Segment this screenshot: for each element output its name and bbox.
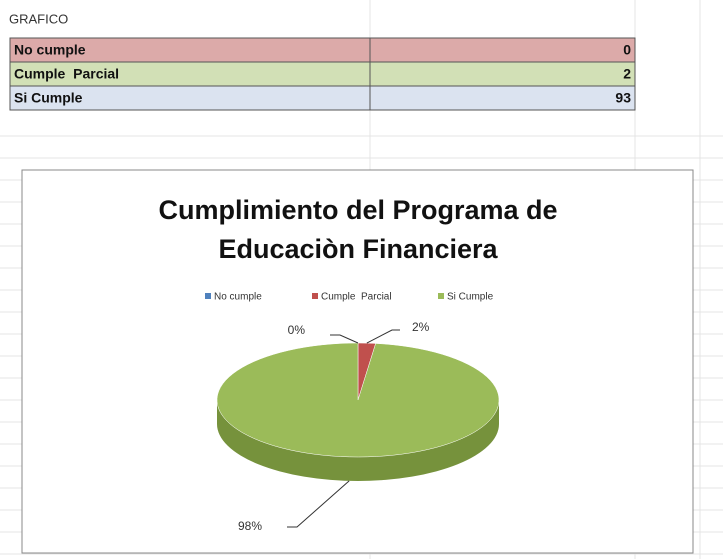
row-label: No cumple — [14, 42, 86, 58]
legend-swatch — [312, 293, 318, 299]
row-label-cell — [9, 61, 371, 87]
pie-side — [217, 400, 499, 481]
data-label: 98% — [238, 519, 262, 533]
row-value: 0 — [623, 42, 631, 58]
data-label: 0% — [288, 323, 306, 337]
data-label: 2% — [412, 320, 430, 334]
row-label: Cumple Parcial — [14, 66, 119, 82]
legend-label: Cumple Parcial — [321, 292, 392, 303]
pie-chart: No cumple Cumple Parcial Si Cumple 0% 2% 98% — [205, 292, 500, 533]
row-label-cell — [9, 85, 371, 111]
chart-title: Educaciòn Financiera — [218, 234, 498, 264]
pie-slice — [216, 342, 500, 458]
table: No cumple 0 Cumple Parcial 2 Si Cumple 93 — [9, 37, 636, 111]
leader-line — [287, 480, 350, 528]
sheet-title: GRAFICO — [9, 11, 68, 26]
row-label-cell — [9, 37, 371, 63]
row-value-cell — [369, 85, 636, 111]
legend-label: No cumple — [214, 292, 262, 303]
leader-line — [330, 334, 359, 344]
legend-label: Si Cumple — [447, 292, 494, 303]
row-label: Si Cumple — [14, 90, 83, 106]
row-value-cell — [369, 37, 636, 63]
legend-swatch — [438, 293, 444, 299]
row-value: 93 — [615, 90, 631, 106]
row-value: 2 — [623, 66, 631, 82]
legend-swatch — [205, 293, 211, 299]
leader-line — [366, 329, 400, 344]
row-value-cell — [369, 61, 636, 87]
chart-title: Cumplimiento del Programa de — [158, 195, 557, 225]
